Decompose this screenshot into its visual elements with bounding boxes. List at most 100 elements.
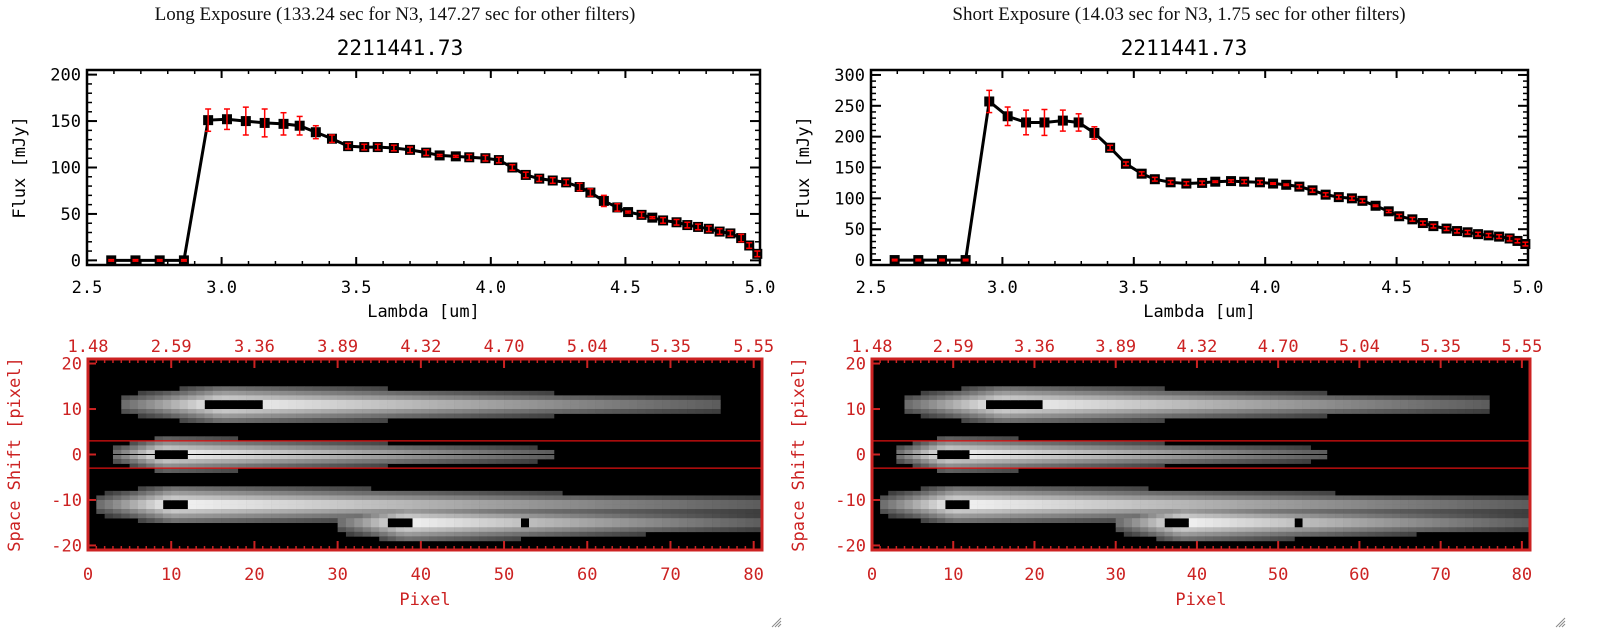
- image-pixel: [1335, 399, 1344, 405]
- image-pixel: [487, 536, 497, 542]
- image-pixel: [662, 395, 671, 401]
- image-pixel: [1115, 390, 1125, 396]
- image-pixel: [512, 454, 521, 460]
- image-pixel: [1294, 409, 1303, 414]
- image-pixel: [977, 495, 987, 501]
- image-pixel: [1131, 440, 1141, 446]
- image-pixel: [928, 513, 938, 519]
- image-pixel: [345, 413, 355, 419]
- image-pixel: [1010, 468, 1019, 473]
- image-pixel: [1261, 499, 1271, 505]
- image-pixel: [562, 404, 571, 410]
- image-pixel: [187, 386, 197, 392]
- x-tick-label: 4.5: [1381, 278, 1412, 298]
- image-pixel: [196, 445, 205, 451]
- image-pixel: [545, 522, 555, 528]
- image-pixel: [904, 459, 913, 464]
- resize-grip-icon[interactable]: [1554, 616, 1566, 628]
- image-pixel: [1456, 409, 1466, 414]
- image-pixel: [187, 449, 197, 455]
- image-pixel: [404, 409, 413, 414]
- image-pixel: [279, 509, 289, 514]
- image-pixel: [420, 404, 430, 410]
- image-pixel: [1148, 495, 1157, 501]
- image-pixel: [1294, 504, 1303, 510]
- image-pixel: [969, 404, 978, 410]
- image-pixel: [479, 490, 488, 496]
- image-pixel: [520, 454, 530, 460]
- spectral-image: [880, 386, 1531, 542]
- image-pixel: [187, 418, 197, 423]
- image-pixel: [262, 390, 272, 396]
- image-pixel: [620, 495, 630, 501]
- image-pixel: [304, 399, 313, 405]
- x-tick-label: 60: [577, 565, 597, 585]
- top-axis-tick-label: 5.35: [1420, 337, 1461, 357]
- image-pixel: [603, 504, 613, 510]
- image-pixel: [1205, 518, 1214, 524]
- image-pixel: [296, 513, 305, 519]
- image-pixel: [695, 513, 705, 519]
- image-pixel: [429, 509, 438, 514]
- image-pixel: [969, 468, 978, 473]
- y-tick-label: 100: [834, 189, 865, 209]
- image-pixel: [1140, 409, 1149, 414]
- image-pixel: [1140, 395, 1149, 401]
- resize-grip-icon[interactable]: [770, 616, 782, 628]
- image-pixel: [537, 513, 546, 519]
- image-pixel: [1148, 399, 1157, 405]
- image-pixel: [904, 499, 913, 505]
- image-pixel: [179, 495, 189, 501]
- image-pixel: [1351, 499, 1360, 505]
- image-pixel: [662, 495, 671, 501]
- image-pixel: [271, 513, 280, 519]
- image-pixel: [1318, 531, 1328, 537]
- image-pixel: [1261, 518, 1271, 524]
- image-pixel: [345, 522, 355, 528]
- image-pixel: [254, 499, 264, 505]
- image-pixel: [246, 509, 255, 514]
- image-pixel: [1343, 409, 1352, 414]
- image-pixel: [171, 440, 180, 446]
- image-pixel: [1075, 513, 1084, 519]
- image-pixel: [1245, 522, 1255, 528]
- image-pixel: [104, 490, 114, 496]
- image-pixel: [146, 463, 155, 469]
- image-pixel: [354, 440, 363, 446]
- image-pixel: [1391, 518, 1401, 524]
- image-pixel: [1205, 531, 1214, 537]
- image-pixel: [1148, 390, 1157, 396]
- image-pixel: [977, 436, 987, 442]
- image-pixel: [196, 459, 205, 464]
- image-pixel: [412, 459, 422, 464]
- image-pixel: [1001, 495, 1011, 501]
- image-pixel: [312, 440, 322, 446]
- image-pixel: [179, 418, 189, 423]
- image-pixel: [312, 449, 322, 455]
- image-pixel: [603, 495, 613, 501]
- image-pixel: [1400, 509, 1409, 514]
- image-pixel: [545, 499, 555, 505]
- image-pixel: [287, 486, 297, 492]
- image-pixel: [129, 463, 139, 469]
- image-pixel: [379, 399, 388, 405]
- image-pixel: [1180, 504, 1190, 510]
- image-pixel: [1473, 495, 1482, 501]
- image-pixel: [187, 504, 197, 510]
- image-pixel: [229, 440, 239, 446]
- image-pixel: [287, 399, 297, 405]
- image-pixel: [928, 390, 938, 396]
- image-pixel: [504, 536, 513, 542]
- image-pixel: [1229, 454, 1238, 460]
- image-pixel: [1521, 499, 1531, 505]
- image-pixel: [1205, 390, 1214, 396]
- image-pixel: [912, 399, 922, 405]
- image-pixel: [1245, 536, 1255, 542]
- image-pixel: [271, 445, 280, 451]
- image-pixel: [1123, 386, 1133, 392]
- image-pixel: [1245, 504, 1255, 510]
- image-pixel: [945, 463, 954, 469]
- image-pixel: [904, 399, 913, 405]
- image-pixel: [904, 445, 913, 451]
- image-pixel: [1245, 390, 1255, 396]
